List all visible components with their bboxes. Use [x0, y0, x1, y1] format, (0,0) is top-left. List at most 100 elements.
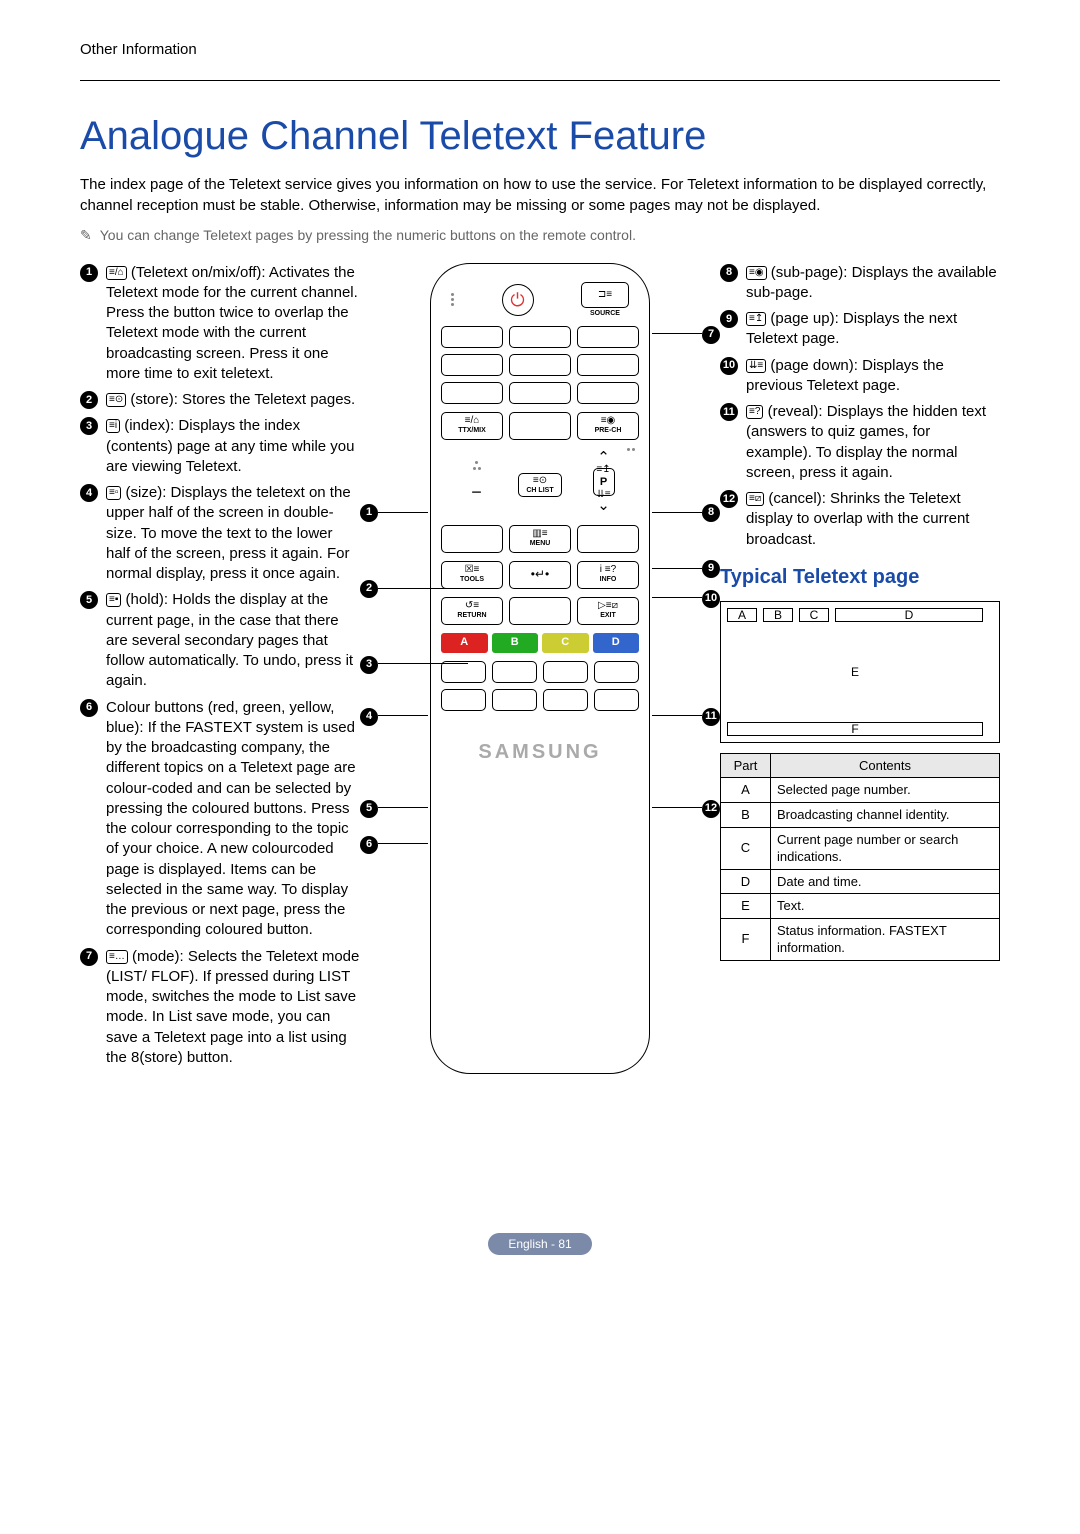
- bullet-num: 2: [80, 391, 98, 409]
- list-item: 3≡i (index): Displays the index (content…: [80, 416, 360, 477]
- right-column: 8≡◉ (sub-page): Displays the available s…: [720, 263, 1000, 1075]
- button-glyph: ≡…: [106, 950, 128, 964]
- callout-11: 11: [702, 708, 720, 726]
- num-button: [509, 326, 571, 348]
- callout-7: 7: [702, 326, 720, 344]
- bullet-num: 11: [720, 403, 738, 421]
- button-glyph: ≡◉: [746, 266, 767, 280]
- bullet-num: 7: [80, 948, 98, 966]
- list-item: 4≡▫ (size): Displays the teletext on the…: [80, 483, 360, 584]
- bullet-num: 12: [720, 490, 738, 508]
- item-text: ≡⊙ (store): Stores the Teletext pages.: [106, 390, 360, 410]
- power-icon: ⏻: [502, 284, 534, 316]
- menu-button: ▥≡MENU: [509, 525, 571, 553]
- callout-1: 1: [360, 504, 378, 522]
- num-button: [577, 354, 639, 376]
- list-item: 7 ≡… (mode): Selects the Teletext mode (L…: [80, 947, 360, 1069]
- remote-column: ⏻ ⊐≡ SOURCE ≡/⌂TTX/MIX ≡◉PRE-CH: [372, 263, 708, 1075]
- button-glyph: ≡▪: [106, 593, 121, 607]
- enter-button: •↵•: [509, 561, 571, 589]
- left-column: 1 ≡/⌂ (Teletext on/mix/off): Activates th…: [80, 263, 360, 1075]
- list-item: 8≡◉ (sub-page): Displays the available s…: [720, 263, 1000, 304]
- chlist-button: ≡⊙CH LIST: [518, 473, 562, 497]
- region-d: D: [835, 608, 983, 622]
- num-button: [577, 382, 639, 404]
- small-button: [492, 689, 537, 711]
- list-item: 11 ≡? (reveal): Displays the hidden text …: [720, 402, 1000, 483]
- callout-3: 3: [360, 656, 378, 674]
- callout-2: 2: [360, 580, 378, 598]
- th-part: Part: [721, 753, 771, 778]
- ttxmix-button: ≡/⌂TTX/MIX: [441, 412, 503, 440]
- blank-button: [509, 597, 571, 625]
- bullet-num: 6: [80, 699, 98, 717]
- cell-contents: Text.: [771, 894, 1000, 919]
- remote-diagram: ⏻ ⊐≡ SOURCE ≡/⌂TTX/MIX ≡◉PRE-CH: [430, 263, 650, 1075]
- cell-part: B: [721, 802, 771, 827]
- tools-button: ☒≡TOOLS: [441, 561, 503, 589]
- note-row: ✎ You can change Teletext pages by press…: [80, 226, 1000, 245]
- callout-4: 4: [360, 708, 378, 726]
- color-c-button: C: [542, 633, 589, 653]
- info-button: i ≡?INFO: [577, 561, 639, 589]
- note-text: You can change Teletext pages by pressin…: [100, 226, 636, 245]
- callout-8: 8: [702, 504, 720, 522]
- small-button: [594, 661, 639, 683]
- list-item: 1 ≡/⌂ (Teletext on/mix/off): Activates th…: [80, 263, 360, 385]
- item-text: Colour buttons (red, green, yellow, blue…: [106, 698, 360, 941]
- section-label: Other Information: [80, 40, 1000, 60]
- item-text: ≡? (reveal): Displays the hidden text (a…: [746, 402, 1000, 483]
- button-glyph: ≡▫: [106, 486, 121, 500]
- list-item: 5≡▪ (hold): Holds the display at the cur…: [80, 590, 360, 691]
- num-button: [509, 354, 571, 376]
- num-button: [441, 354, 503, 376]
- brand-label: SAMSUNG: [441, 739, 639, 766]
- region-f: F: [727, 722, 983, 736]
- cell-contents: Current page number or search indication…: [771, 827, 1000, 869]
- table-row: BBroadcasting channel identity.: [721, 802, 1000, 827]
- item-text: ≡/⌂ (Teletext on/mix/off): Activates the…: [106, 263, 360, 385]
- parts-table: PartContents ASelected page number.BBroa…: [720, 753, 1000, 961]
- item-text: ≡… (mode): Selects the Teletext mode (LI…: [106, 947, 360, 1069]
- color-b-button: B: [492, 633, 539, 653]
- callout-6: 6: [360, 836, 378, 854]
- num-button: [509, 382, 571, 404]
- return-button: ↺≡RETURN: [441, 597, 503, 625]
- num-button: [441, 382, 503, 404]
- button-glyph: ≡⊙: [106, 393, 126, 407]
- item-text: ≡▪ (hold): Holds the display at the curr…: [106, 590, 360, 691]
- num-button: [577, 326, 639, 348]
- list-item: 2 ≡⊙ (store): Stores the Teletext pages.: [80, 390, 360, 410]
- page-title: Analogue Channel Teletext Feature: [80, 109, 1000, 163]
- bullet-num: 1: [80, 264, 98, 282]
- button-glyph: ≡?: [746, 405, 763, 419]
- cell-contents: Date and time.: [771, 869, 1000, 894]
- item-text: ⇊≡ (page down): Displays the previous Te…: [746, 356, 1000, 397]
- small-button: [492, 661, 537, 683]
- blank-button: [441, 525, 503, 553]
- cell-part: D: [721, 869, 771, 894]
- num-button: [441, 326, 503, 348]
- color-d-button: D: [593, 633, 640, 653]
- num-button: [509, 412, 571, 440]
- cell-contents: Broadcasting channel identity.: [771, 802, 1000, 827]
- item-text: ≡▫ (size): Displays the teletext on the …: [106, 483, 360, 584]
- small-button: [441, 689, 486, 711]
- bullet-num: 9: [720, 310, 738, 328]
- item-text: ≡⧄ (cancel): Shrinks the Teletext displa…: [746, 489, 1000, 550]
- cell-part: F: [721, 918, 771, 960]
- exit-button: ▷≡⧄EXIT: [577, 597, 639, 625]
- page-footer: English - 81: [80, 1234, 1000, 1254]
- table-row: DDate and time.: [721, 869, 1000, 894]
- table-row: FStatus information. FASTEXT information…: [721, 918, 1000, 960]
- list-item: 10⇊≡ (page down): Displays the previous …: [720, 356, 1000, 397]
- cell-part: C: [721, 827, 771, 869]
- intro-text: The index page of the Teletext service g…: [80, 175, 1000, 216]
- pencil-icon: ✎: [80, 226, 92, 245]
- button-glyph: ⇊≡: [746, 359, 766, 373]
- bullet-num: 3: [80, 417, 98, 435]
- color-a-button: A: [441, 633, 488, 653]
- teletext-diagram: A B C D E F: [720, 601, 1000, 743]
- p-button: ≡↥P⇊≡: [593, 468, 615, 496]
- button-glyph: ≡/⌂: [106, 266, 127, 280]
